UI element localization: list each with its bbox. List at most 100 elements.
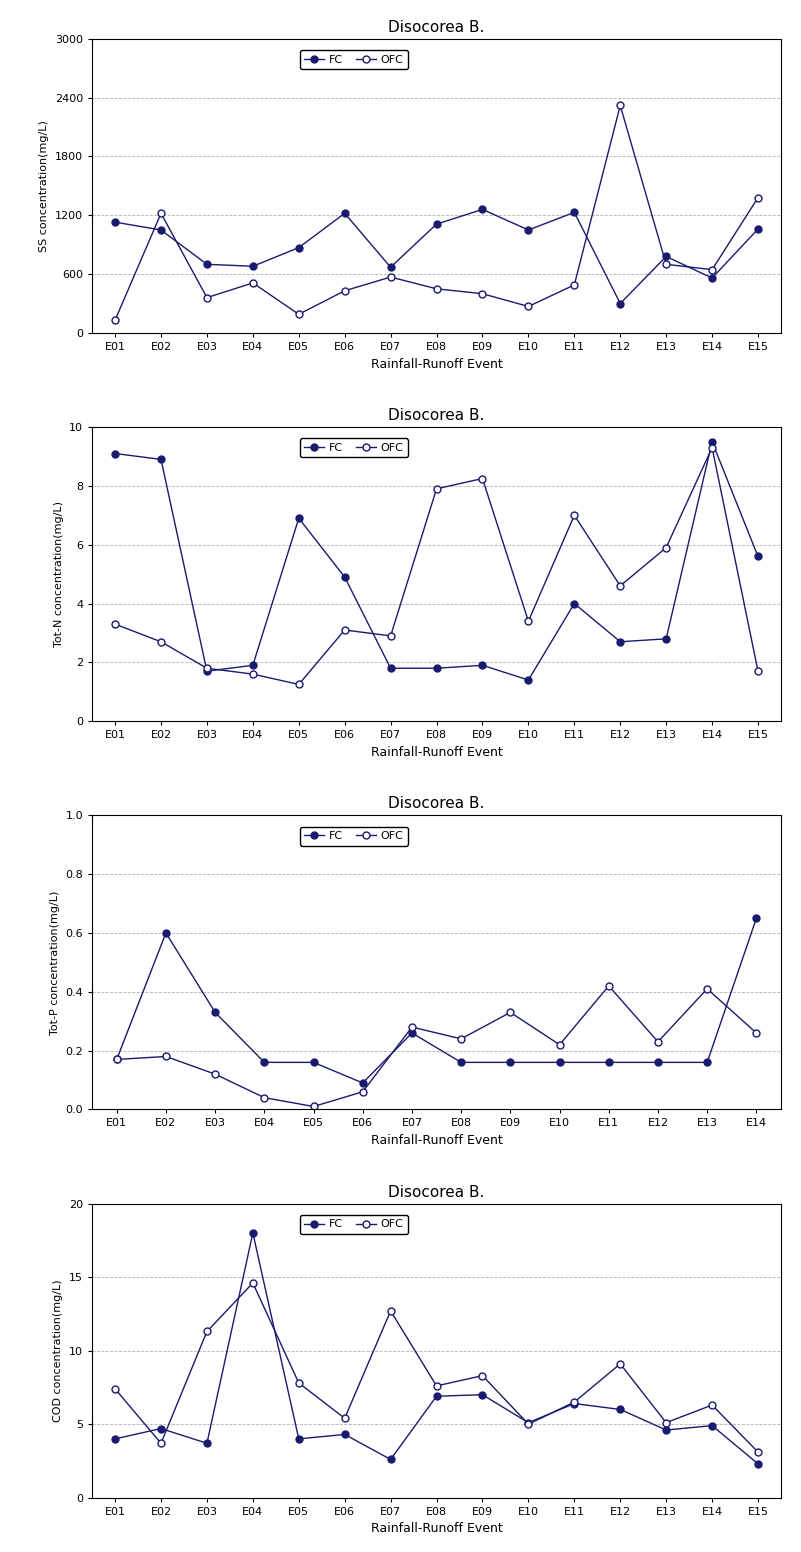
X-axis label: Rainfall-Runoff Event: Rainfall-Runoff Event	[371, 357, 502, 371]
FC	[477, 656, 487, 675]
Title: Disocorea B.: Disocorea B.	[388, 20, 485, 34]
FC	[524, 670, 533, 689]
FC	[570, 594, 579, 613]
FC	[457, 1054, 466, 1072]
OFC	[570, 276, 579, 295]
FC	[753, 1454, 763, 1473]
OFC	[407, 1018, 417, 1037]
FC	[294, 1429, 304, 1448]
Line: OFC: OFC	[113, 982, 760, 1110]
FC	[662, 247, 671, 265]
OFC	[707, 438, 717, 456]
FC	[248, 1223, 258, 1242]
FC	[260, 1054, 269, 1072]
OFC	[524, 611, 533, 630]
FC	[202, 255, 211, 273]
OFC	[156, 633, 166, 652]
FC	[751, 909, 761, 928]
FC	[112, 1051, 122, 1069]
FC	[386, 660, 396, 678]
FC	[477, 1386, 487, 1405]
OFC	[156, 1434, 166, 1453]
OFC	[294, 675, 304, 694]
FC	[477, 200, 487, 219]
FC	[156, 450, 166, 469]
OFC	[432, 1377, 441, 1395]
OFC	[604, 976, 614, 995]
FC	[340, 1425, 349, 1443]
FC	[111, 444, 120, 462]
Line: OFC: OFC	[111, 1279, 762, 1456]
FC	[386, 1450, 396, 1468]
Legend: FC, OFC: FC, OFC	[300, 827, 408, 846]
FC	[615, 1400, 625, 1419]
OFC	[358, 1082, 368, 1100]
OFC	[248, 273, 258, 292]
OFC	[112, 1051, 122, 1069]
X-axis label: Rainfall-Runoff Event: Rainfall-Runoff Event	[371, 1135, 502, 1147]
OFC	[248, 664, 258, 683]
OFC	[753, 661, 763, 680]
Title: Disocorea B.: Disocorea B.	[388, 796, 485, 812]
FC	[524, 1414, 533, 1432]
OFC	[662, 539, 671, 557]
FC	[248, 656, 258, 675]
OFC	[340, 621, 349, 639]
FC	[294, 509, 304, 528]
FC	[505, 1054, 515, 1072]
FC	[615, 295, 625, 314]
OFC	[457, 1029, 466, 1048]
Line: OFC: OFC	[111, 102, 762, 324]
OFC	[707, 1395, 717, 1414]
OFC	[340, 281, 349, 300]
OFC	[477, 1366, 487, 1384]
OFC	[653, 1032, 662, 1051]
OFC	[248, 1274, 258, 1293]
OFC	[308, 1097, 318, 1116]
FC	[707, 268, 717, 287]
OFC	[156, 203, 166, 222]
FC	[211, 1003, 220, 1021]
FC	[111, 213, 120, 231]
FC	[432, 214, 441, 233]
OFC	[753, 1443, 763, 1462]
OFC	[753, 188, 763, 206]
OFC	[662, 255, 671, 273]
FC	[702, 1054, 712, 1072]
OFC	[161, 1048, 171, 1066]
FC	[161, 923, 171, 942]
OFC	[707, 261, 717, 279]
FC	[156, 220, 166, 239]
OFC	[615, 96, 625, 115]
FC	[248, 258, 258, 276]
OFC	[386, 627, 396, 646]
X-axis label: Rainfall-Runoff Event: Rainfall-Runoff Event	[371, 1523, 502, 1535]
FC	[432, 660, 441, 678]
Legend: FC, OFC: FC, OFC	[300, 439, 408, 458]
OFC	[662, 1414, 671, 1432]
OFC	[702, 979, 712, 998]
Title: Disocorea B.: Disocorea B.	[388, 408, 485, 424]
FC	[707, 433, 717, 452]
OFC	[340, 1409, 349, 1428]
OFC	[111, 1380, 120, 1398]
FC	[662, 630, 671, 649]
OFC	[615, 1355, 625, 1374]
FC	[294, 239, 304, 258]
OFC	[615, 577, 625, 596]
OFC	[524, 296, 533, 315]
OFC	[524, 1415, 533, 1434]
Line: FC: FC	[111, 1229, 762, 1467]
OFC	[211, 1065, 220, 1083]
FC	[340, 568, 349, 587]
FC	[570, 1394, 579, 1412]
FC	[202, 661, 211, 680]
FC	[707, 1417, 717, 1436]
FC	[432, 1387, 441, 1406]
Line: OFC: OFC	[111, 444, 762, 688]
OFC	[294, 306, 304, 324]
FC	[753, 220, 763, 239]
Line: FC: FC	[111, 206, 762, 307]
FC	[407, 1024, 417, 1043]
Legend: FC, OFC: FC, OFC	[300, 50, 408, 70]
